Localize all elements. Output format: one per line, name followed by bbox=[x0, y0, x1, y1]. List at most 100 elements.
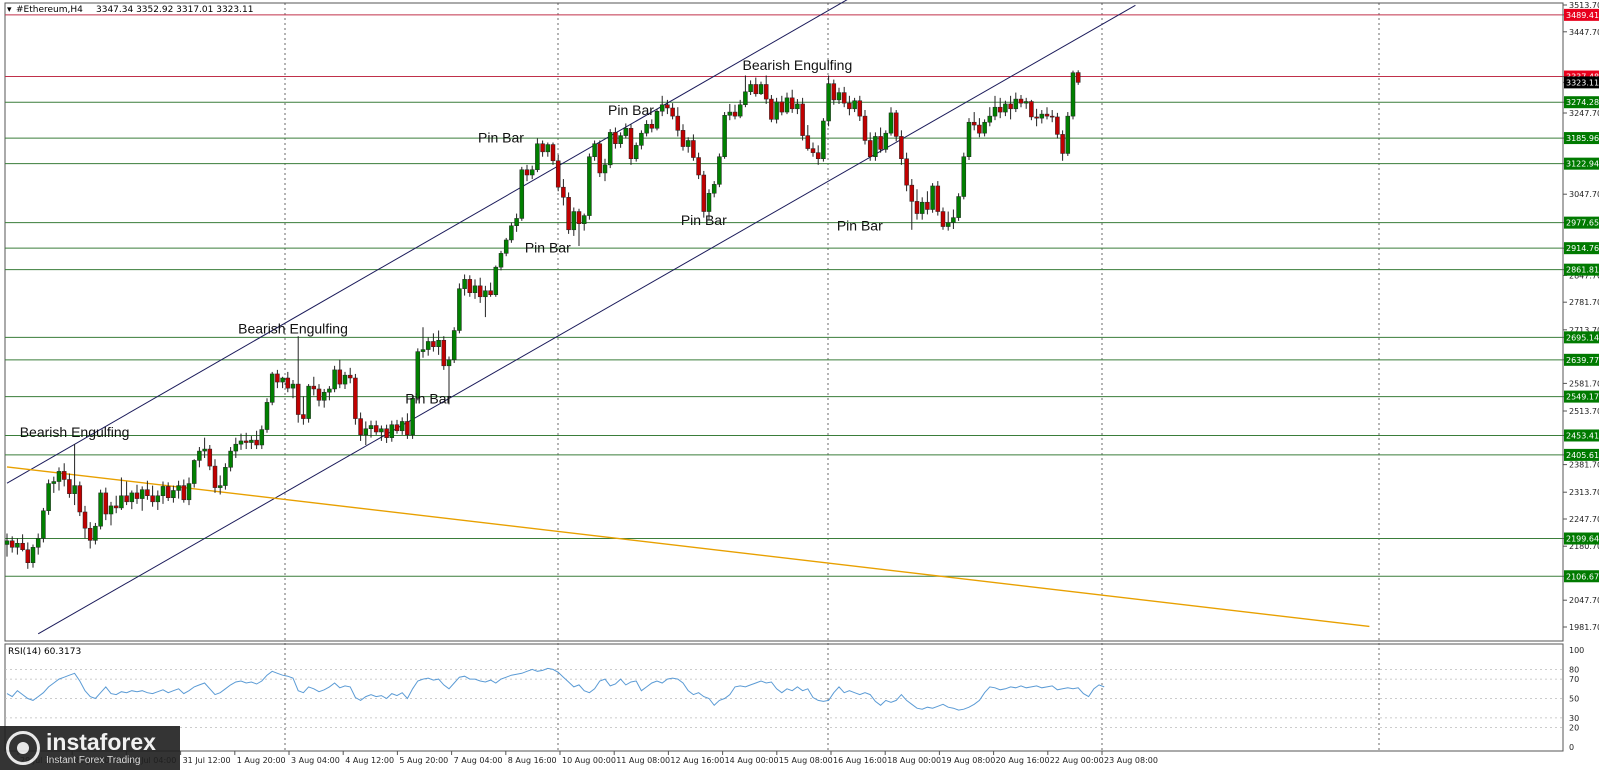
candle bbox=[264, 398, 270, 433]
candle bbox=[540, 140, 545, 157]
candle bbox=[134, 484, 140, 504]
candle bbox=[228, 447, 233, 472]
candle-body bbox=[394, 424, 400, 432]
candle bbox=[217, 475, 223, 495]
candle bbox=[379, 425, 384, 441]
candle bbox=[909, 179, 915, 230]
candle-body bbox=[337, 369, 343, 385]
candle bbox=[212, 459, 218, 493]
level-label: 2861.81 bbox=[1566, 266, 1599, 275]
candle-body bbox=[821, 120, 826, 160]
candle-body bbox=[384, 428, 389, 438]
candle bbox=[893, 110, 899, 142]
level-label-bg bbox=[1564, 132, 1599, 145]
candle bbox=[93, 522, 98, 545]
candle-body bbox=[867, 140, 873, 157]
candle-body bbox=[914, 201, 920, 214]
candle-body bbox=[462, 279, 467, 289]
candle-body bbox=[35, 538, 41, 548]
header-arrow-icon[interactable]: ▾ bbox=[7, 5, 12, 15]
candle-body bbox=[925, 201, 930, 210]
candle-body bbox=[176, 485, 181, 491]
candle-body bbox=[233, 443, 239, 452]
time-tick-label: 20 Aug 16:00 bbox=[996, 756, 1050, 765]
candle-body bbox=[763, 84, 769, 100]
candle bbox=[1003, 100, 1008, 117]
candle-body bbox=[488, 290, 493, 296]
candle bbox=[72, 444, 77, 506]
candle-body bbox=[415, 351, 421, 399]
candle bbox=[446, 356, 452, 405]
candle bbox=[441, 336, 447, 370]
candles bbox=[4, 70, 1081, 569]
candle bbox=[306, 384, 311, 423]
candle bbox=[191, 459, 197, 488]
candle-body bbox=[519, 169, 525, 219]
candle-body bbox=[888, 112, 894, 134]
candle bbox=[659, 95, 665, 117]
candle-body bbox=[841, 92, 847, 104]
price-tick-label: 2781.70 bbox=[1569, 298, 1599, 307]
price-tick-label: 3247.70 bbox=[1569, 109, 1599, 118]
candle-body bbox=[139, 489, 145, 499]
candle bbox=[254, 430, 259, 450]
candle bbox=[628, 124, 634, 165]
pattern-annotation: Pin Bar bbox=[478, 130, 524, 146]
candle bbox=[535, 138, 540, 173]
candle bbox=[649, 119, 655, 133]
candle-body bbox=[249, 439, 254, 443]
price-tick-label: 2313.70 bbox=[1569, 488, 1599, 497]
candle bbox=[145, 480, 150, 500]
rsi-tick-label: 20 bbox=[1569, 724, 1579, 733]
candle-body bbox=[982, 121, 987, 134]
candle-body bbox=[425, 341, 431, 350]
candle-body bbox=[223, 467, 228, 486]
candle-body bbox=[623, 128, 629, 136]
candle bbox=[555, 154, 561, 192]
candle-body bbox=[711, 184, 717, 194]
instaforex-logo-text: instaforex Instant Forex Trading bbox=[46, 730, 156, 766]
candle bbox=[295, 336, 301, 423]
candle bbox=[587, 153, 592, 220]
candle-body bbox=[758, 84, 764, 95]
candle-body bbox=[935, 185, 941, 212]
candle bbox=[899, 130, 904, 165]
candle-body bbox=[862, 115, 868, 141]
price-tick-label: 2247.70 bbox=[1569, 515, 1599, 524]
level-label: 2695.14 bbox=[1566, 333, 1599, 342]
candle bbox=[207, 444, 213, 471]
price-tick-label: 2180.70 bbox=[1569, 542, 1599, 551]
candle bbox=[451, 327, 457, 363]
candle bbox=[347, 367, 353, 384]
price-tick-label: 2047.70 bbox=[1569, 596, 1599, 605]
candle bbox=[311, 376, 317, 396]
candle bbox=[867, 132, 873, 161]
candle bbox=[779, 95, 785, 116]
candle-body bbox=[1029, 101, 1034, 118]
level-label-bg bbox=[1564, 532, 1599, 545]
time-tick-label: 8 Aug 16:00 bbox=[508, 756, 557, 765]
candle bbox=[966, 118, 972, 160]
channel-upper-trendline bbox=[6, 0, 848, 484]
candle bbox=[597, 140, 603, 178]
candle-body bbox=[649, 123, 655, 129]
candle bbox=[67, 473, 72, 498]
candle bbox=[181, 479, 187, 503]
candle-body bbox=[67, 479, 72, 494]
candle-body bbox=[966, 121, 972, 157]
pattern-annotation: Bearish Engulfing bbox=[238, 320, 348, 336]
rsi-pane-border bbox=[4, 643, 1564, 752]
candle bbox=[321, 388, 327, 408]
candle bbox=[732, 104, 738, 120]
candle-body bbox=[56, 471, 62, 482]
current-price-label-bg bbox=[1564, 76, 1599, 89]
candle bbox=[259, 425, 265, 450]
candle bbox=[415, 348, 421, 401]
candle bbox=[368, 420, 374, 438]
candle-body bbox=[134, 492, 140, 499]
candle-body bbox=[1034, 116, 1039, 119]
candle bbox=[373, 420, 379, 435]
trendlines bbox=[6, 0, 1370, 635]
candle-body bbox=[550, 144, 556, 162]
